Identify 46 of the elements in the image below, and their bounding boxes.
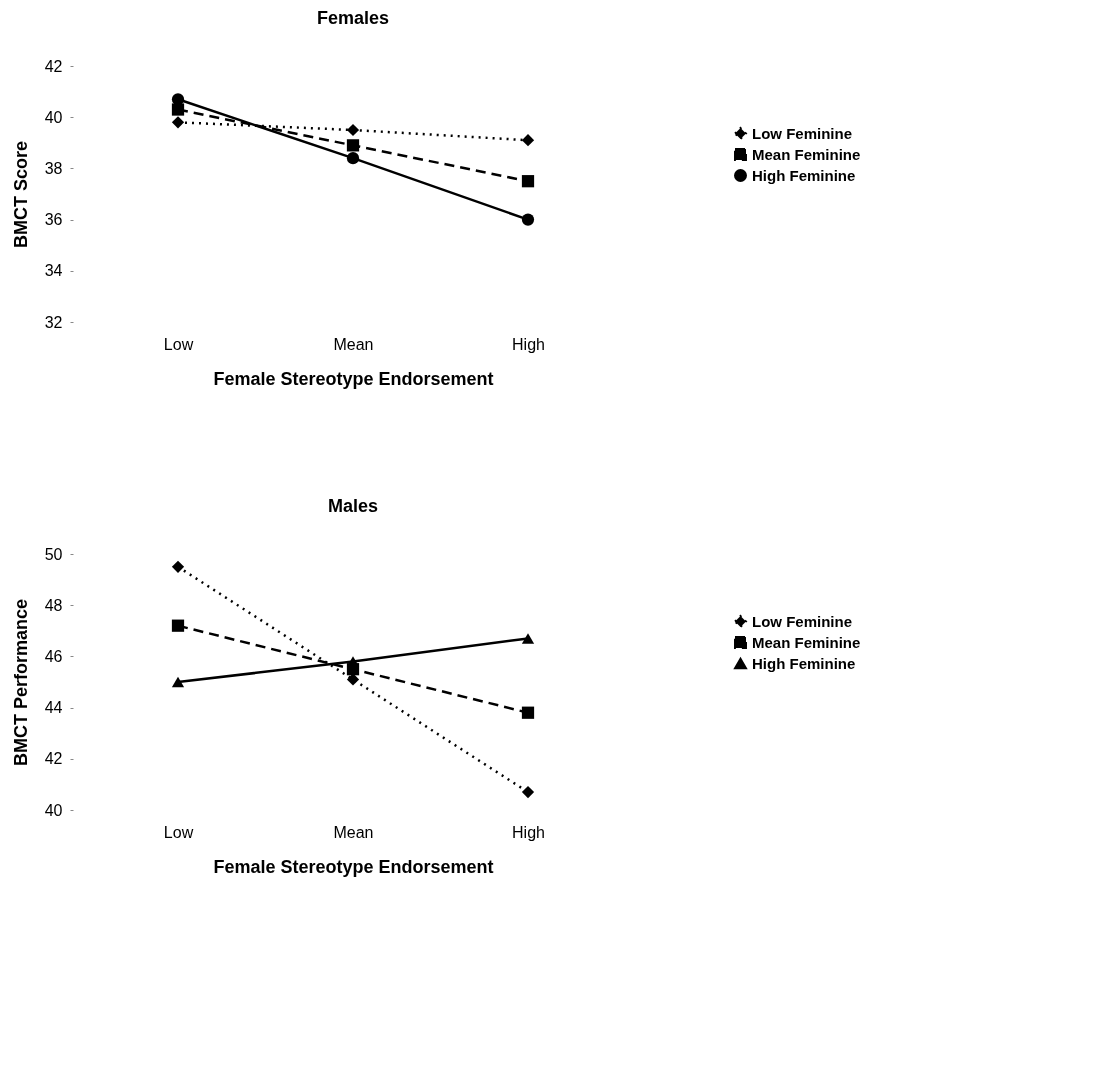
point [521, 706, 535, 719]
x-tick-label: High [512, 335, 545, 353]
y-tick-label: 38 [44, 159, 63, 177]
point [521, 175, 535, 188]
point [521, 785, 535, 799]
point [171, 93, 185, 106]
y-tick-label: 34 [44, 262, 63, 280]
legend-label: Mean Feminine [752, 145, 861, 163]
x-axis-title: Female Stereotype Endorsement [213, 856, 494, 877]
point [521, 633, 535, 644]
y-tick-label: 40 [44, 108, 63, 126]
point [346, 139, 360, 152]
legend-label: Mean Feminine [752, 633, 861, 651]
x-tick-label: High [512, 823, 545, 841]
y-tick-label: 42 [44, 750, 63, 768]
chart-title: Males [327, 496, 379, 516]
y-tick-label: 48 [44, 596, 63, 614]
point [171, 103, 185, 116]
legend-label: Low Feminine [752, 124, 853, 142]
point [171, 676, 185, 688]
x-tick-label: Low [163, 823, 194, 841]
y-tick-label: 32 [44, 313, 63, 331]
legend-label: Low Feminine [752, 612, 853, 630]
legend-label: High Feminine [752, 654, 856, 672]
x-axis-title: Female Stereotype Endorsement [213, 368, 494, 389]
point [346, 152, 360, 165]
y-tick-label: 50 [44, 545, 63, 563]
y-tick-label: 42 [44, 57, 63, 75]
point [346, 673, 360, 686]
y-tick-label: 44 [44, 699, 63, 717]
point [171, 619, 185, 632]
y-axis-title: BMCT Performance [10, 598, 31, 767]
x-tick-label: Mean [333, 823, 374, 841]
point [346, 123, 360, 137]
point [521, 213, 535, 226]
legend-label: High Feminine [752, 166, 856, 184]
y-tick-label: 36 [44, 211, 63, 229]
y-tick-label: 40 [44, 801, 63, 819]
point [521, 134, 535, 147]
y-axis-title: BMCT Score [10, 140, 31, 249]
y-tick-label: 46 [44, 647, 63, 665]
chart-title: Females [316, 8, 390, 28]
point [171, 116, 185, 129]
x-tick-label: Mean [333, 335, 374, 353]
x-tick-label: Low [163, 335, 194, 353]
point [171, 560, 185, 573]
